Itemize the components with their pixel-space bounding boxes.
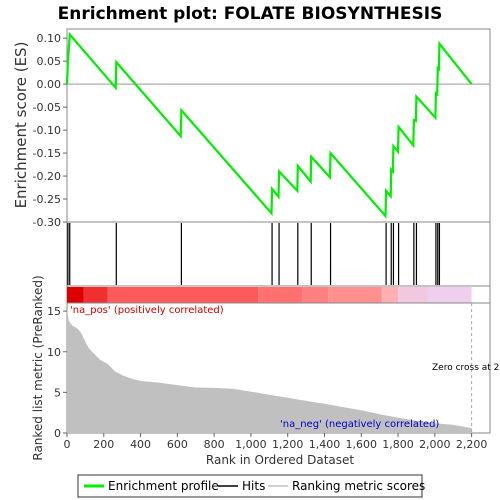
legend-label: Enrichment profile [108,479,219,493]
annotation-negative: 'na_neg' (negatively correlated) [280,419,439,430]
es-axis-ticks: -0.30 -0.25 -0.20 -0.15 -0.10 -0.05 0.00 0.05 0.… [33,32,67,229]
hits-group [67,223,441,285]
es-ylabel: Enrichment score (ES) [12,42,30,209]
gradient-segment [258,287,303,303]
gradient-segment [302,287,329,303]
gradient-segment [83,287,108,303]
xtick-label: 1,000 [235,438,267,451]
gradient-segment [398,287,428,303]
metric-ytick-label: 5 [54,386,61,399]
es-ytick-label: -0.15 [33,147,61,160]
gradient-segment [427,287,472,303]
annotation-zero-cross: Zero cross at 2 [432,363,499,373]
legend-box [77,474,423,498]
xtick-label: 1,400 [309,438,341,451]
annotation-positive: 'na_pos' (positively correlated) [70,305,224,316]
metric-ytick-label: 10 [47,346,61,359]
x-axis-label: Rank in Ordered Dataset [206,453,354,467]
es-ytick-label: -0.10 [33,124,61,137]
metric-axis-ticks: 0 5 10 15 [47,305,67,440]
gradient-segment [107,287,259,303]
legend-label: Hits [242,479,265,493]
ranking-metric-area [67,308,472,433]
xtick-label: 2,000 [419,438,451,451]
es-ytick-label: 0.05 [37,55,62,68]
xtick-label: 1,800 [382,438,414,451]
es-ytick-label: 0.10 [37,32,62,45]
legend-label: Ranking metric scores [292,479,425,493]
xtick-label: 200 [93,438,114,451]
es-ytick-label: 0.00 [37,78,62,91]
metric-ylabel: Ranked list metric (PreRanked) [31,275,45,460]
es-ytick-label: -0.30 [33,216,61,229]
metric-ytick-label: 0 [54,427,61,440]
ranking-gradient-bar [67,287,472,303]
metric-ytick-label: 15 [47,305,61,318]
xtick-label: 0 [64,438,71,451]
es-ytick-label: -0.25 [33,193,61,206]
xtick-label: 800 [204,438,225,451]
xtick-label: 2,200 [456,438,488,451]
gradient-segment [67,287,84,303]
gradient-segment [328,287,382,303]
xtick-label: 400 [130,438,151,451]
xtick-label: 1,600 [346,438,378,451]
legend: Enrichment profile Hits Ranking metric sco… [84,479,425,493]
es-ytick-label: -0.05 [33,101,61,114]
gradient-segment [381,287,399,303]
enrichment-profile-line [65,31,473,219]
chart-title: Enrichment plot: FOLATE BIOSYNTHESIS [58,4,443,24]
es-ytick-label: -0.20 [33,170,61,183]
x-axis-ticks: 0 200 400 600 800 1,000 1,200 1,400 1,600 1,800 2,… [64,433,488,451]
xtick-label: 600 [167,438,188,451]
xtick-label: 1,200 [272,438,304,451]
